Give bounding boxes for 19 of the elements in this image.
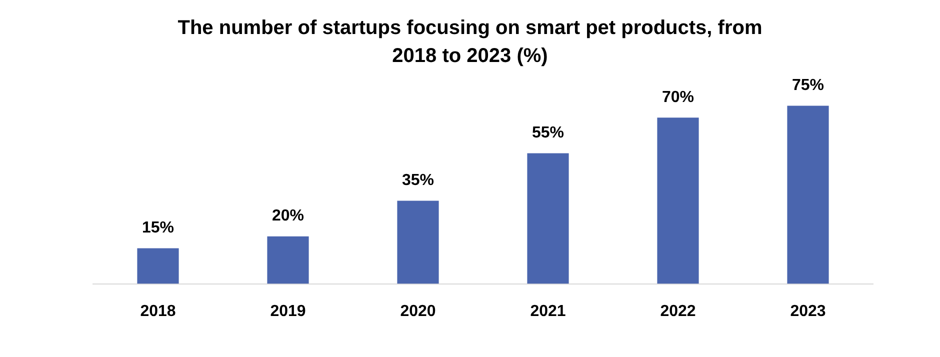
data-label: 35% [402, 172, 434, 190]
bar [397, 200, 439, 284]
x-tick-label: 2019 [270, 302, 306, 320]
bar [787, 106, 829, 284]
bar [267, 236, 309, 284]
x-tick-label: 2023 [790, 302, 826, 320]
bar [137, 248, 179, 284]
x-tick-label: 2018 [140, 302, 176, 320]
data-label: 55% [532, 124, 564, 142]
x-tick-label: 2021 [530, 302, 566, 320]
data-label: 75% [792, 77, 824, 94]
x-tick-label: 2020 [400, 302, 436, 320]
bar [527, 153, 569, 284]
chart-title: The number of startups focusing on smart pet products, from 2018 to 2023 (%) [176, 16, 764, 69]
bar [657, 118, 699, 284]
x-tick-label: 2022 [660, 302, 696, 320]
data-label: 20% [272, 208, 304, 225]
data-label: 70% [662, 89, 694, 106]
data-label: 15% [142, 220, 174, 237]
